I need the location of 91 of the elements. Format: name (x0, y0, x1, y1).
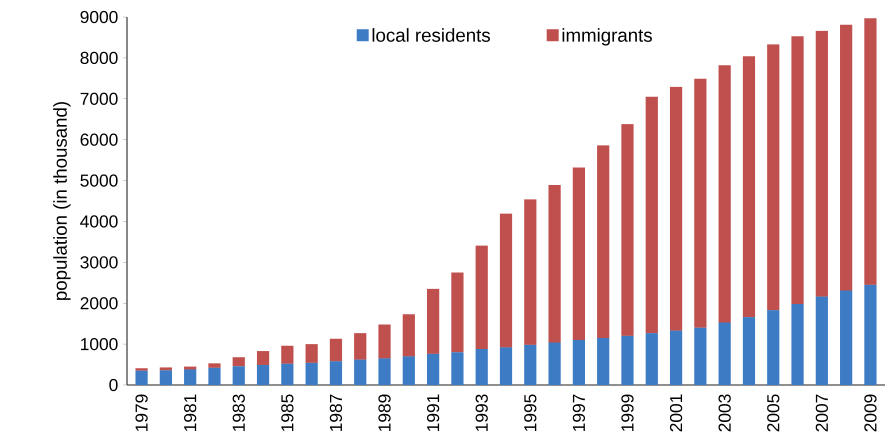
x-tick-label: 1993 (476, 394, 488, 431)
bar (621, 124, 634, 336)
bar (160, 367, 172, 370)
x-tick-label: 1987 (330, 394, 342, 431)
bar (232, 357, 245, 366)
y-tick-label: 7000 (80, 92, 118, 105)
bar (718, 322, 731, 386)
bar (572, 340, 585, 386)
bar (306, 344, 318, 363)
y-tick-label: 9000 (80, 10, 118, 24)
bar (256, 364, 270, 386)
bar (402, 356, 415, 386)
bar (548, 185, 561, 342)
bar (694, 328, 706, 386)
bar (354, 360, 366, 386)
bar (281, 346, 294, 364)
bar (742, 317, 756, 386)
legend-label: local residents (372, 28, 490, 42)
x-tick-label: 1985 (281, 394, 294, 431)
bar (135, 370, 148, 386)
y-tick-label: 1000 (81, 338, 118, 350)
bar (816, 296, 828, 386)
bar (646, 333, 658, 386)
bar (597, 145, 610, 338)
bar (256, 351, 270, 365)
bar (476, 349, 488, 386)
y-tick-label: 2000 (80, 297, 118, 310)
bar (864, 284, 877, 386)
bar (670, 86, 682, 331)
bar (816, 30, 828, 297)
x-tick-label: 1997 (572, 394, 586, 431)
bar (621, 336, 634, 386)
x-tick-label: 1999 (621, 394, 634, 431)
bar (791, 304, 804, 386)
x-tick-label: 2005 (767, 394, 780, 432)
bar (208, 368, 221, 386)
bar (451, 352, 464, 386)
bar (378, 358, 391, 386)
bar (864, 18, 877, 285)
bar (500, 347, 512, 386)
bar (354, 333, 366, 360)
bar (791, 36, 804, 304)
y-tick-label: 4000 (80, 215, 118, 228)
bar (742, 56, 756, 318)
bar (597, 338, 610, 386)
y-tick-label: 8000 (80, 52, 118, 64)
bar (330, 361, 342, 386)
y-tick-label: 5000 (80, 174, 118, 187)
bar (184, 366, 196, 370)
bar (646, 96, 658, 334)
x-tick-label: 2003 (718, 394, 731, 432)
bar (427, 354, 440, 386)
bar (232, 366, 245, 386)
bar (572, 167, 585, 340)
y-tick-label: 6000 (80, 134, 118, 146)
bar (718, 65, 731, 322)
y-axis-title: population (in thousand) (53, 102, 71, 300)
bar (378, 324, 391, 358)
bar (524, 199, 536, 345)
bar (548, 342, 561, 386)
x-tick-label: 1981 (184, 394, 196, 431)
bar (500, 214, 512, 348)
y-tick-label: 3000 (80, 256, 118, 268)
bar (208, 363, 221, 368)
bar (670, 330, 682, 386)
x-tick-label: 2007 (816, 394, 828, 432)
x-tick-label: 1983 (232, 394, 245, 431)
bar (451, 272, 464, 352)
bar (767, 310, 780, 386)
bar (840, 24, 852, 291)
bar (694, 78, 706, 328)
bar (281, 364, 294, 386)
bar (767, 44, 780, 310)
x-tick-label: 2009 (864, 394, 877, 432)
legend-label: immigrants (562, 28, 652, 46)
bar (160, 370, 172, 386)
bar (840, 290, 852, 386)
bar (135, 368, 148, 371)
bar (306, 362, 318, 386)
x-tick-label: 1991 (426, 394, 440, 431)
bar (524, 344, 536, 386)
bar (330, 338, 342, 362)
bar (427, 288, 440, 354)
x-tick-label: 2001 (670, 394, 682, 432)
bar (476, 246, 488, 350)
x-tick-label: 1979 (135, 394, 148, 431)
bar (402, 314, 415, 356)
y-tick-label: 0 (109, 378, 118, 392)
x-tick-label: 1989 (378, 394, 391, 431)
x-tick-label: 1995 (524, 394, 536, 431)
bar (184, 369, 196, 386)
